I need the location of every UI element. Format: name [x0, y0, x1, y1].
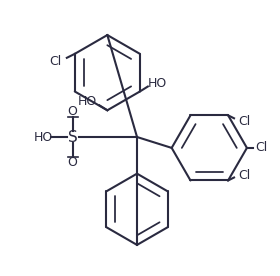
- Text: O: O: [68, 105, 78, 118]
- Text: Cl: Cl: [49, 55, 61, 68]
- Text: Cl: Cl: [238, 169, 250, 182]
- Text: HO: HO: [78, 95, 97, 108]
- Text: Cl: Cl: [238, 115, 250, 128]
- Text: O: O: [68, 156, 78, 169]
- Text: Cl: Cl: [256, 141, 268, 154]
- Text: HO: HO: [148, 77, 167, 90]
- Text: S: S: [68, 129, 78, 145]
- Text: HO: HO: [33, 131, 53, 144]
